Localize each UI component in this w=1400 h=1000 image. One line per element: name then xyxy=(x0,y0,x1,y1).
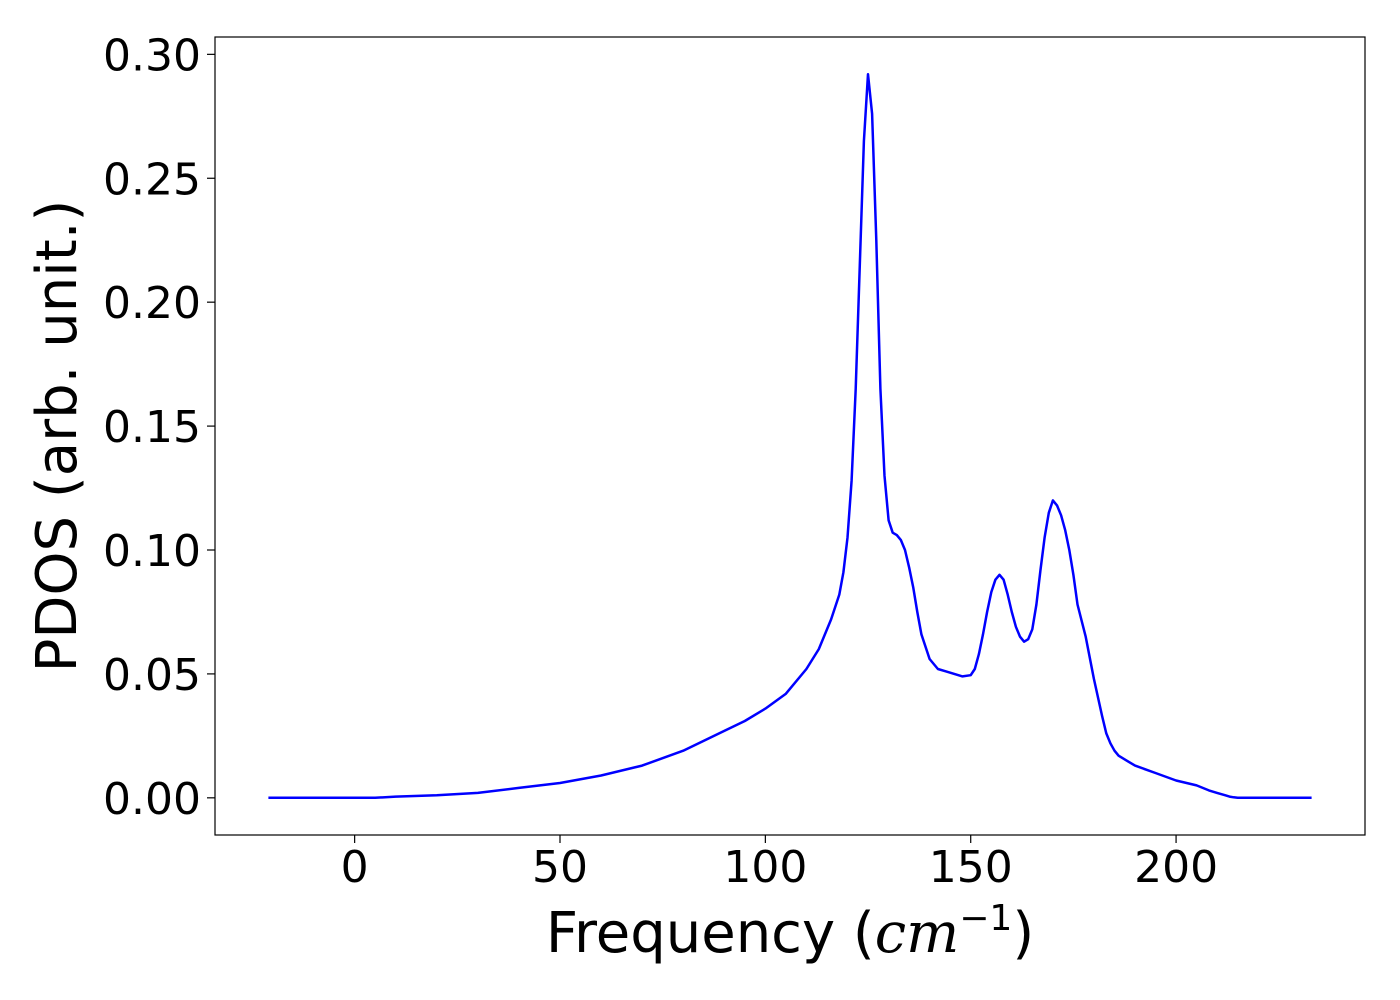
pdos-series-line xyxy=(268,72,1312,800)
x-axis-label-exponent: −1 xyxy=(959,898,1012,939)
y-tick-label: 0.25 xyxy=(103,154,201,205)
x-axis-ticks: 0 50 100 150 200 xyxy=(341,835,1218,893)
plot-frame xyxy=(214,36,1366,836)
y-tick-label: 0.15 xyxy=(103,402,201,453)
y-tick-label: 0.10 xyxy=(103,526,201,577)
y-tick-label: 0.30 xyxy=(103,30,201,81)
y-tick-label: 0.20 xyxy=(103,278,201,329)
x-axis-label: Frequency (cm−1) xyxy=(546,898,1034,966)
series-layer xyxy=(268,72,1312,800)
x-axis-label-suffix: ) xyxy=(1012,901,1034,966)
x-tick-label: 50 xyxy=(532,842,588,893)
y-axis-label: PDOS (arb. unit.) xyxy=(25,200,90,673)
x-tick-label: 150 xyxy=(929,842,1013,893)
y-axis-ticks: 0.00 0.05 0.10 0.15 0.20 0.25 0.30 xyxy=(103,30,215,825)
y-tick-label: 0.00 xyxy=(103,774,201,825)
y-tick-label: 0.05 xyxy=(103,650,201,701)
x-tick-label: 100 xyxy=(723,842,807,893)
x-axis-label-unit: cm xyxy=(875,901,959,966)
x-axis-label-prefix: Frequency ( xyxy=(546,901,875,966)
x-tick-label: 200 xyxy=(1134,842,1218,893)
x-tick-label: 0 xyxy=(341,842,369,893)
